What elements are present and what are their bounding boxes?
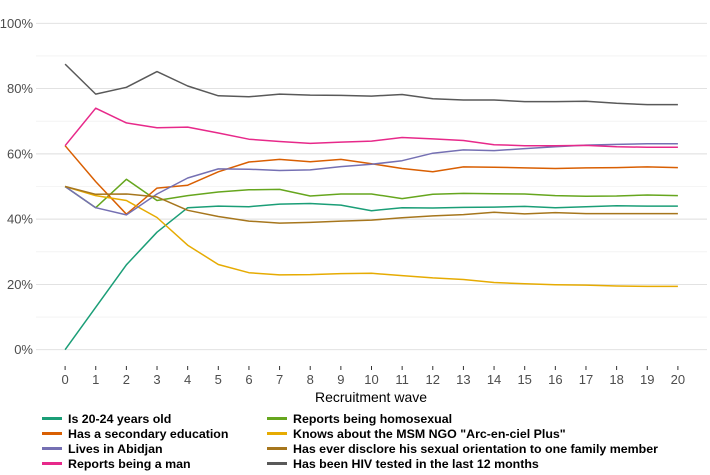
legend-item: Is 20-24 years old <box>42 411 267 426</box>
legend-item: Reports being homosexual <box>267 411 687 426</box>
legend-label: Reports being a man <box>68 456 191 471</box>
legend-swatch <box>42 432 62 435</box>
series-line <box>64 185 678 224</box>
x-tick-label: 0 <box>61 372 68 387</box>
legend-swatch <box>267 447 287 450</box>
x-tick-label: 4 <box>184 372 191 387</box>
x-tick-label: 7 <box>276 372 283 387</box>
y-tick-label: 100% <box>0 16 33 31</box>
legend-item: Knows about the MSM NGO "Arc-en-ciel Plu… <box>267 426 687 441</box>
x-tick-label: 15 <box>517 372 531 387</box>
legend-label: Has been HIV tested in the last 12 month… <box>293 456 539 471</box>
series-line <box>64 185 678 288</box>
x-tick-label: 9 <box>337 372 344 387</box>
x-tick-label: 19 <box>640 372 654 387</box>
series-line <box>64 107 678 149</box>
legend-swatch <box>267 462 287 465</box>
x-tick-label: 6 <box>245 372 252 387</box>
x-tick-label: 8 <box>307 372 314 387</box>
series-line <box>64 63 678 106</box>
legend: Is 20-24 years old Reports being homosexu… <box>42 411 702 471</box>
x-tick-label: 14 <box>487 372 501 387</box>
legend-item: Has been HIV tested in the last 12 month… <box>267 456 687 471</box>
x-tick-label: 20 <box>671 372 685 387</box>
y-tick-label: 80% <box>7 81 33 96</box>
x-tick-label: 16 <box>548 372 562 387</box>
series-line <box>64 202 678 351</box>
legend-item: Lives in Abidjan <box>42 441 267 456</box>
y-tick-label: 0% <box>14 342 33 357</box>
x-tick-label: 5 <box>215 372 222 387</box>
legend-swatch <box>42 417 62 420</box>
x-tick-label: 18 <box>609 372 623 387</box>
x-axis-title: Recruitment wave <box>315 389 427 405</box>
x-tick-label: 3 <box>153 372 160 387</box>
legend-label: Lives in Abidjan <box>68 441 163 456</box>
legend-item: Has ever disclore his sexual orientation… <box>267 441 687 456</box>
legend-item: Has a secondary education <box>42 426 267 441</box>
legend-item: Reports being a man <box>42 456 267 471</box>
line-chart: 0%20%40%60%80%100% 0 1 2 3 4 5 6 7 8 9 10 11 12 13 14 1… <box>0 16 707 405</box>
y-tick-label: 20% <box>7 277 33 292</box>
x-tick-label: 12 <box>426 372 440 387</box>
x-tick-label: 11 <box>395 372 409 387</box>
legend-swatch <box>42 447 62 450</box>
x-axis-ticks: 0 1 2 3 4 5 6 7 8 9 10 11 12 13 14 15 16 17 18 19 20 <box>61 366 685 387</box>
series-line <box>64 145 678 215</box>
x-tick-label: 10 <box>364 372 378 387</box>
legend-label: Has ever disclore his sexual orientation… <box>293 441 658 456</box>
legend-swatch <box>42 462 62 465</box>
x-tick-label: 1 <box>92 372 99 387</box>
legend-label: Reports being homosexual <box>293 411 453 426</box>
legend-label: Knows about the MSM NGO "Arc-en-ciel Plu… <box>293 426 566 441</box>
legend-label: Has a secondary education <box>68 426 229 441</box>
series-lines <box>64 63 678 351</box>
y-tick-label: 60% <box>7 146 33 161</box>
y-axis-ticks: 0% 20% 40% 60% 80% 100% <box>0 16 33 357</box>
legend-label: Is 20-24 years old <box>68 411 172 426</box>
legend-swatch <box>267 432 287 435</box>
x-tick-label: 17 <box>579 372 593 387</box>
grid <box>36 22 707 351</box>
series-line <box>64 142 678 216</box>
x-tick-label: 13 <box>456 372 470 387</box>
y-tick-label: 40% <box>7 212 33 227</box>
series-line <box>64 178 678 209</box>
x-tick-label: 2 <box>123 372 130 387</box>
legend-swatch <box>267 417 287 420</box>
